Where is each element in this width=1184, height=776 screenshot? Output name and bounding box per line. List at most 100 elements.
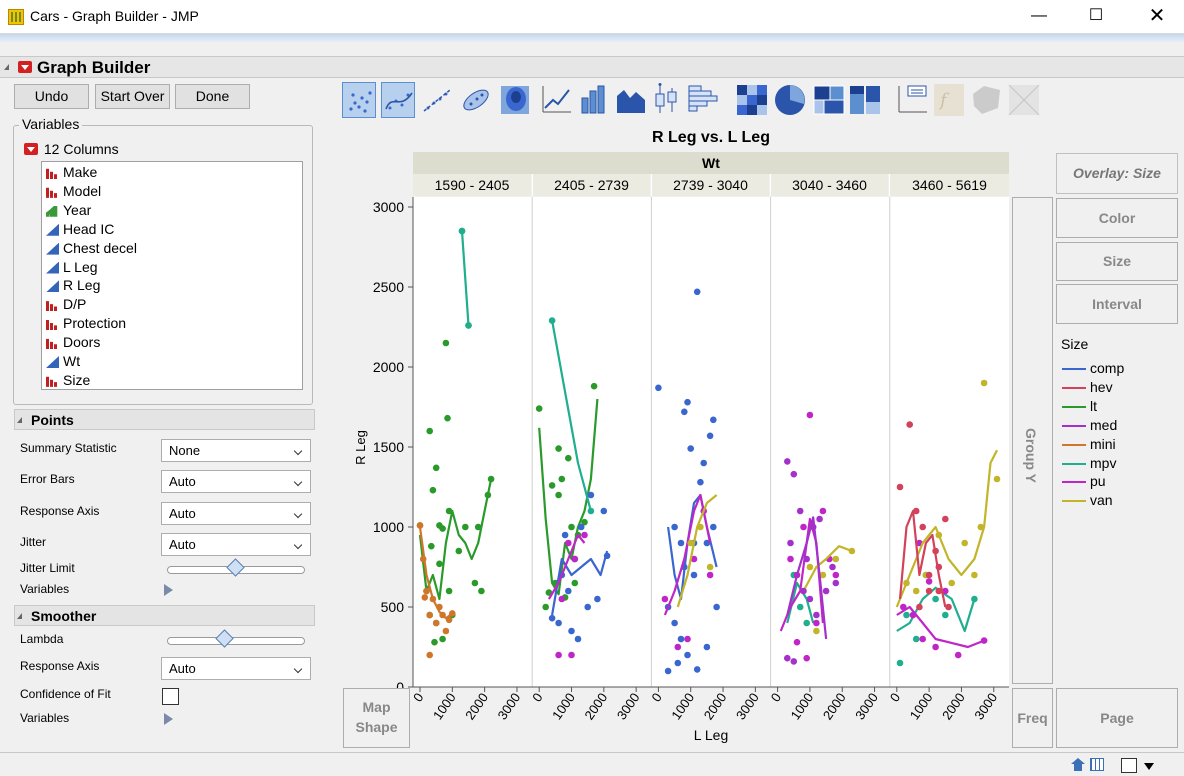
data-point-med xyxy=(796,507,804,515)
red-triangle-menu-icon[interactable] xyxy=(18,61,32,73)
box-plot-icon[interactable] xyxy=(651,82,685,118)
formula-icon[interactable]: f xyxy=(932,82,966,118)
interval-dropzone[interactable]: Interval xyxy=(1056,284,1178,324)
window-list-icon[interactable] xyxy=(1090,758,1104,771)
x-tick-label: 2000 xyxy=(701,690,730,722)
points-section-header[interactable]: Points xyxy=(14,409,315,430)
error-bars-dropdown[interactable]: Auto xyxy=(161,470,311,493)
heatmap-icon[interactable] xyxy=(735,82,769,118)
column-list[interactable]: Make Model Year Head IC Chest decel L Leg R Le… xyxy=(41,161,303,390)
mosaic-icon[interactable] xyxy=(848,82,882,118)
map-shapes-icon[interactable] xyxy=(970,82,1004,118)
data-point-hev xyxy=(932,547,939,555)
jitter-dropdown[interactable]: Auto xyxy=(161,533,311,556)
data-point-med xyxy=(816,515,823,523)
smoother-line-med xyxy=(786,516,828,640)
nominal-column-icon xyxy=(46,168,58,179)
status-bar xyxy=(0,752,1184,776)
response-axis-dropdown[interactable]: Auto xyxy=(161,502,311,525)
minimize-button[interactable]: — xyxy=(1031,7,1047,24)
data-point-lt xyxy=(555,445,562,452)
collapse-triangle-icon[interactable] xyxy=(4,64,9,70)
color-dropzone[interactable]: Color xyxy=(1056,198,1178,238)
data-point-van xyxy=(848,547,856,555)
line-icon[interactable] xyxy=(540,82,574,118)
close-button[interactable]: ✕ xyxy=(1148,5,1166,27)
data-point-comp xyxy=(671,523,678,531)
data-point-lt xyxy=(462,523,469,531)
group-y-dropzone[interactable]: Group Y xyxy=(1012,197,1053,684)
size-dropzone[interactable]: Size xyxy=(1056,242,1178,281)
smoother-section-header[interactable]: Smoother xyxy=(14,605,315,626)
group-x-header[interactable]: Wt xyxy=(413,152,1009,174)
page-dropzone[interactable]: Page xyxy=(1056,688,1178,748)
data-point-van xyxy=(961,539,968,547)
parallel-icon[interactable] xyxy=(1007,82,1041,118)
contour-icon[interactable] xyxy=(498,82,532,118)
map-shape-dropzone[interactable]: Map Shape xyxy=(343,688,410,748)
plot-area[interactable] xyxy=(413,197,1009,687)
column-name: Model xyxy=(63,182,102,199)
area-icon[interactable] xyxy=(614,82,648,118)
smoother-line-comp xyxy=(551,550,609,616)
data-point-med xyxy=(803,555,810,563)
graph-title[interactable]: R Leg vs. L Leg xyxy=(652,129,770,146)
data-point-comp xyxy=(684,398,691,406)
start-over-button[interactable]: Start Over xyxy=(95,84,170,109)
line-of-fit-icon[interactable] xyxy=(420,82,454,118)
treemap-icon[interactable] xyxy=(812,82,846,118)
overlay-dropzone[interactable]: Overlay: Size xyxy=(1056,153,1178,194)
data-point-pu xyxy=(793,638,801,646)
summary-statistic-dropdown[interactable]: None xyxy=(161,439,311,462)
done-button[interactable]: Done xyxy=(175,84,250,109)
data-point-mpv xyxy=(796,603,804,611)
points-section-title: Points xyxy=(31,412,74,428)
variables-group xyxy=(13,125,313,405)
legend-line-swatch xyxy=(1062,481,1086,484)
ellipse-icon[interactable] xyxy=(459,82,493,118)
continuous-column-icon xyxy=(46,242,59,255)
jitter-limit-slider[interactable] xyxy=(167,558,305,577)
smoother-response-axis-dropdown[interactable]: Auto xyxy=(161,657,311,680)
data-point-lt xyxy=(558,475,566,483)
window-state-checkbox[interactable] xyxy=(1121,758,1137,773)
lambda-slider-thumb[interactable] xyxy=(215,629,234,648)
undo-button[interactable]: Undo xyxy=(14,84,89,109)
jitter-limit-slider-thumb[interactable] xyxy=(226,558,245,577)
caption-box-icon[interactable] xyxy=(896,82,930,118)
bar-icon[interactable] xyxy=(577,82,611,118)
columns-red-triangle-icon[interactable] xyxy=(24,143,38,155)
data-point-comp xyxy=(574,635,582,643)
data-point-hev xyxy=(925,571,933,579)
freq-dropzone[interactable]: Freq xyxy=(1012,688,1053,748)
data-point-comp xyxy=(700,459,707,467)
column-name: Make xyxy=(63,164,98,180)
confidence-of-fit-checkbox[interactable] xyxy=(162,688,179,705)
legend-title[interactable]: Size xyxy=(1061,336,1089,352)
pie-icon[interactable] xyxy=(773,82,807,118)
data-point-pu xyxy=(568,651,575,659)
points-variables-expand-icon[interactable] xyxy=(164,584,173,596)
continuous-column-icon xyxy=(46,356,59,368)
data-point-comp xyxy=(677,539,685,547)
smoother-line-van xyxy=(802,545,853,592)
maximize-button[interactable]: ☐ xyxy=(1088,7,1104,24)
y-axis-label[interactable]: R Leg xyxy=(352,430,368,465)
collapse-triangle-icon[interactable] xyxy=(17,613,22,619)
data-point-hev xyxy=(945,603,952,611)
lambda-slider[interactable] xyxy=(167,629,305,648)
chevron-down-icon[interactable] xyxy=(1144,763,1154,770)
home-icon[interactable] xyxy=(1071,758,1085,771)
points-icon[interactable] xyxy=(342,82,376,118)
histogram-icon[interactable] xyxy=(686,82,720,118)
data-point-lt xyxy=(455,547,463,555)
collapse-triangle-icon[interactable] xyxy=(17,417,22,423)
data-point-comp xyxy=(684,651,691,659)
nominal-column-icon xyxy=(46,376,58,387)
x-axis-label[interactable]: L Leg xyxy=(693,727,729,743)
smoother-icon[interactable] xyxy=(381,82,415,118)
smoother-variables-expand-icon[interactable] xyxy=(164,713,173,725)
data-point-comp xyxy=(677,635,685,643)
data-point-lt xyxy=(555,491,562,499)
